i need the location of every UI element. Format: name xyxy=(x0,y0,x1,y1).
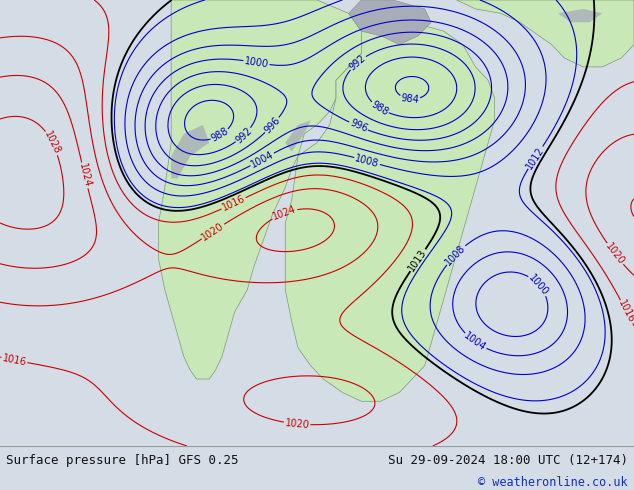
Text: 992: 992 xyxy=(233,125,254,145)
Polygon shape xyxy=(558,9,602,22)
Text: 1028: 1028 xyxy=(42,130,62,156)
Polygon shape xyxy=(285,121,311,151)
Polygon shape xyxy=(456,0,634,67)
Text: 992: 992 xyxy=(347,53,368,73)
Text: 1024: 1024 xyxy=(271,204,298,222)
Text: 1020: 1020 xyxy=(285,417,310,430)
Text: © weatheronline.co.uk: © weatheronline.co.uk xyxy=(478,476,628,489)
Text: 1000: 1000 xyxy=(527,272,550,297)
Text: 996: 996 xyxy=(262,115,282,135)
Text: 1013: 1013 xyxy=(407,247,429,273)
Text: 1020: 1020 xyxy=(604,241,626,267)
Text: 996: 996 xyxy=(348,118,369,134)
Polygon shape xyxy=(158,0,361,379)
Text: Surface pressure [hPa] GFS 0.25: Surface pressure [hPa] GFS 0.25 xyxy=(6,454,239,466)
Text: 1016: 1016 xyxy=(221,194,247,213)
Text: 1016: 1016 xyxy=(1,353,27,368)
Text: 988: 988 xyxy=(370,99,390,118)
Text: 1000: 1000 xyxy=(243,56,269,70)
Text: 1024: 1024 xyxy=(77,162,93,189)
Text: 1004: 1004 xyxy=(249,149,275,170)
Text: 1004: 1004 xyxy=(462,330,488,353)
Text: 984: 984 xyxy=(400,93,420,105)
Text: 1020: 1020 xyxy=(200,220,226,243)
Text: 1008: 1008 xyxy=(354,153,380,169)
Polygon shape xyxy=(285,22,495,401)
Polygon shape xyxy=(349,0,431,45)
Polygon shape xyxy=(171,125,209,178)
Text: 1012: 1012 xyxy=(524,145,547,171)
Text: Su 29-09-2024 18:00 UTC (12+174): Su 29-09-2024 18:00 UTC (12+174) xyxy=(387,454,628,466)
Text: 988: 988 xyxy=(209,126,230,144)
Text: 1008: 1008 xyxy=(443,243,468,267)
Text: 1016: 1016 xyxy=(616,298,634,325)
